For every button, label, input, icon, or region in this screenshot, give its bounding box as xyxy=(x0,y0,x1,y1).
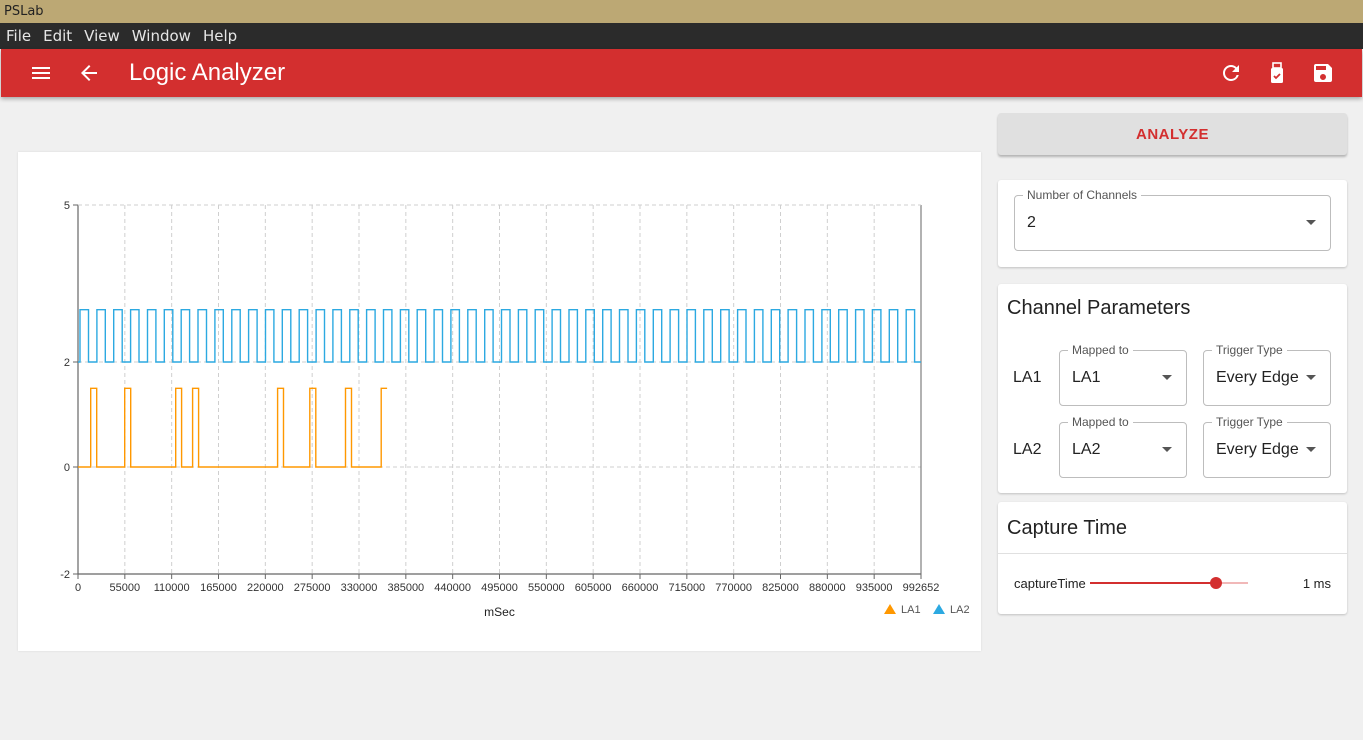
y-tick-label: 0 xyxy=(64,462,70,474)
hamburger-menu-icon[interactable] xyxy=(29,61,53,85)
x-tick-label: 220000 xyxy=(247,582,284,594)
y-tick-label: -2 xyxy=(60,569,70,581)
legend-marker-la2 xyxy=(933,604,945,614)
x-tick-label: 715000 xyxy=(668,582,705,594)
x-tick-label: 880000 xyxy=(809,582,846,594)
trigger-type-select-la2[interactable]: Trigger Type Every Edge xyxy=(1203,415,1331,478)
chevron-down-icon xyxy=(1162,447,1172,452)
trigger-type-label: Trigger Type xyxy=(1212,415,1287,429)
y-tick-label: 2 xyxy=(64,357,70,369)
x-tick-label: 440000 xyxy=(434,582,471,594)
trigger-type-value: Every Edge xyxy=(1216,369,1299,386)
channels-card: Number of Channels 2 xyxy=(998,180,1347,267)
channel-label-la2: LA2 xyxy=(1013,441,1042,458)
analyze-button[interactable]: ANALYZE xyxy=(998,113,1347,155)
capture-time-card: Capture Time captureTime 1 ms xyxy=(998,502,1347,614)
capture-time-value: 1 ms xyxy=(1302,576,1331,591)
x-tick-label: 550000 xyxy=(528,582,565,594)
capture-time-param-label: captureTime xyxy=(1014,576,1086,591)
channel-parameters-card: Channel Parameters LA1 Mapped to LA1 Tri… xyxy=(998,284,1347,493)
legend-label-la2: LA2 xyxy=(950,604,970,616)
menu-file[interactable]: File xyxy=(6,27,32,45)
chevron-down-icon xyxy=(1306,447,1316,452)
logic-analyzer-chart: 0 55000 110000 165000 220000 275000 330000 3850… xyxy=(60,200,970,619)
mapped-to-label: Mapped to xyxy=(1068,415,1133,429)
x-tick-label: 660000 xyxy=(622,582,659,594)
channel-parameters-title: Channel Parameters xyxy=(1007,297,1191,319)
number-of-channels-value: 2 xyxy=(1027,214,1036,231)
capture-time-slider[interactable] xyxy=(1090,577,1248,589)
slider-fill xyxy=(1090,582,1217,584)
x-axis-label: mSec xyxy=(484,605,515,619)
x-tick-label: 992652 xyxy=(903,582,940,594)
legend-marker-la1 xyxy=(884,604,896,614)
mapped-to-value: LA1 xyxy=(1072,369,1101,386)
capture-time-title: Capture Time xyxy=(1007,517,1128,539)
x-tick-label: 0 xyxy=(75,582,81,594)
x-tick-label: 495000 xyxy=(481,582,518,594)
x-tick-label: 110000 xyxy=(154,582,190,594)
y-tick-label: 5 xyxy=(64,200,70,212)
channel-label-la1: LA1 xyxy=(1013,369,1042,386)
number-of-channels-select[interactable]: Number of Channels 2 xyxy=(1014,188,1331,251)
x-tick-label: 605000 xyxy=(575,582,612,594)
trigger-type-label: Trigger Type xyxy=(1212,343,1287,357)
slider-thumb[interactable] xyxy=(1210,577,1223,589)
mapped-to-label: Mapped to xyxy=(1068,343,1133,357)
window-title: PSLab xyxy=(4,4,44,19)
x-tick-label: 330000 xyxy=(341,582,378,594)
refresh-icon[interactable] xyxy=(1219,61,1243,85)
menu-view[interactable]: View xyxy=(84,27,120,45)
series-line-la1 xyxy=(78,387,388,468)
chevron-down-icon xyxy=(1306,220,1316,225)
trigger-type-value: Every Edge xyxy=(1216,441,1299,458)
mapped-to-select-la1[interactable]: Mapped to LA1 xyxy=(1059,343,1187,406)
x-tick-label: 275000 xyxy=(294,582,331,594)
menu-window[interactable]: Window xyxy=(131,27,191,45)
x-tick-label: 825000 xyxy=(762,582,799,594)
mapped-to-select-la2[interactable]: Mapped to LA2 xyxy=(1059,415,1187,478)
number-of-channels-label: Number of Channels xyxy=(1023,188,1142,202)
page-title: Logic Analyzer xyxy=(129,59,286,86)
chevron-down-icon xyxy=(1162,375,1172,380)
arrow-back-icon[interactable] xyxy=(77,61,101,85)
series-line-la2 xyxy=(78,308,921,363)
app-toolbar: Logic Analyzer xyxy=(1,49,1362,97)
x-tick-label: 165000 xyxy=(200,582,237,594)
divider xyxy=(998,553,1347,554)
chart-panel: 0 55000 110000 165000 220000 275000 330000 3850… xyxy=(18,152,981,651)
trigger-type-select-la1[interactable]: Trigger Type Every Edge xyxy=(1203,343,1331,406)
x-tick-label: 385000 xyxy=(387,582,424,594)
chevron-down-icon xyxy=(1306,375,1316,380)
x-tick-label: 55000 xyxy=(110,582,141,594)
save-icon[interactable] xyxy=(1311,61,1335,85)
window-title-bar: PSLab xyxy=(0,0,1363,23)
legend-label-la1: LA1 xyxy=(901,604,921,616)
menu-help[interactable]: Help xyxy=(202,27,238,45)
usb-device-icon[interactable] xyxy=(1265,61,1289,85)
menu-edit[interactable]: Edit xyxy=(43,27,73,45)
x-tick-label: 770000 xyxy=(715,582,752,594)
x-tick-label: 935000 xyxy=(856,582,893,594)
mapped-to-value: LA2 xyxy=(1072,441,1101,458)
menu-bar: File Edit View Window Help xyxy=(0,23,1363,49)
